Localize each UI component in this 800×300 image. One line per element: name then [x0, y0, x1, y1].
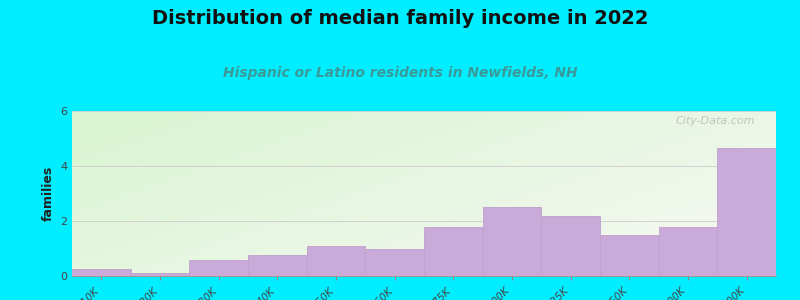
- Bar: [130, 273, 190, 276]
- Bar: [600, 235, 658, 276]
- Bar: [658, 226, 718, 276]
- Text: Hispanic or Latino residents in Newfields, NH: Hispanic or Latino residents in Newfield…: [222, 66, 578, 80]
- Bar: [482, 207, 542, 276]
- Text: Distribution of median family income in 2022: Distribution of median family income in …: [152, 9, 648, 28]
- Bar: [72, 269, 130, 276]
- Bar: [424, 226, 482, 276]
- Bar: [542, 215, 600, 276]
- Bar: [248, 255, 306, 276]
- Text: City-Data.com: City-Data.com: [675, 116, 755, 126]
- Y-axis label: families: families: [42, 166, 54, 221]
- Bar: [306, 246, 366, 276]
- Bar: [366, 248, 424, 276]
- Bar: [718, 148, 776, 276]
- Bar: [190, 260, 248, 276]
